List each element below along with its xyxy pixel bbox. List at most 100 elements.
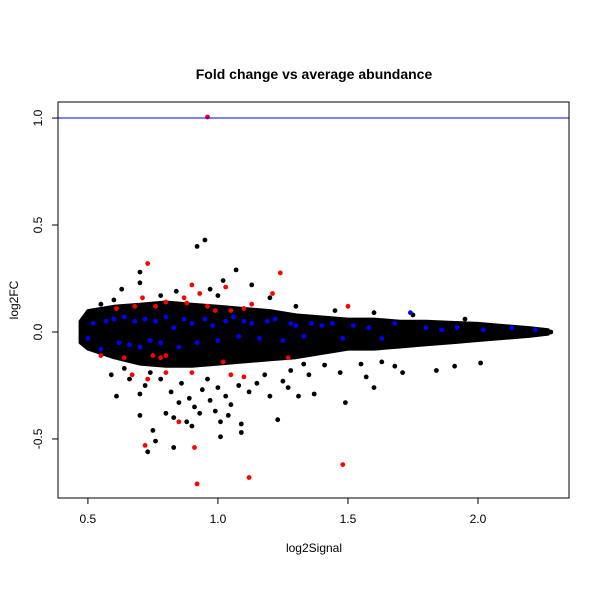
data-point-blue	[301, 333, 307, 339]
x-axis-label: log2Signal	[286, 541, 342, 555]
data-point-blue	[236, 333, 242, 339]
data-point-red	[153, 303, 158, 309]
data-point-black	[108, 372, 114, 378]
data-point-black	[212, 408, 218, 414]
data-point-black	[332, 308, 338, 313]
data-point-blue	[257, 336, 262, 341]
data-point-black	[262, 372, 268, 378]
data-point-blue	[509, 325, 515, 331]
data-point-red	[246, 475, 252, 480]
data-point-black	[218, 434, 223, 440]
data-point-black	[548, 329, 554, 335]
data-point-red	[340, 462, 346, 467]
chart-title: Fold change vs average abundance	[196, 66, 433, 82]
data-point-black	[145, 449, 151, 455]
data-point-black	[363, 374, 369, 380]
data-point-black	[218, 419, 223, 425]
data-point-red	[189, 282, 195, 288]
data-point-blue	[137, 344, 143, 350]
data-point-black	[205, 376, 210, 382]
dense-point-band	[78, 300, 550, 368]
data-point-red	[163, 370, 169, 375]
data-point-blue	[330, 321, 335, 326]
data-point-black	[246, 389, 252, 395]
data-point-red	[121, 355, 127, 361]
data-point-black	[215, 293, 221, 298]
data-point-red	[142, 443, 148, 448]
data-point-black	[98, 301, 104, 307]
y-tick-label: 0.0	[31, 323, 45, 340]
data-point-black	[173, 288, 179, 294]
data-point-black	[379, 359, 385, 365]
data-point-blue	[103, 318, 109, 324]
data-point-black	[301, 361, 307, 367]
data-point-blue	[408, 310, 413, 316]
data-point-black	[343, 400, 348, 405]
data-point-black	[478, 360, 483, 366]
data-point-blue	[340, 336, 346, 341]
data-point-black	[111, 297, 117, 303]
data-point-blue	[181, 316, 187, 322]
data-point-blue	[350, 323, 356, 328]
data-point-black	[228, 402, 234, 408]
data-point-black	[171, 415, 177, 420]
data-point-red	[205, 114, 210, 120]
data-point-red	[197, 291, 203, 296]
y-tick-label: 0.5	[31, 216, 45, 233]
data-point-black	[254, 380, 260, 386]
data-point-black	[137, 280, 143, 286]
data-point-black	[306, 372, 312, 378]
data-point-black	[153, 438, 158, 444]
data-point-black	[267, 393, 273, 399]
data-point-black	[158, 293, 164, 298]
data-point-blue	[423, 325, 429, 331]
data-point-black	[186, 395, 192, 401]
data-point-red	[132, 303, 138, 309]
data-point-red	[345, 303, 351, 309]
x-tick-label: 2.0	[470, 512, 487, 526]
data-point-black	[275, 417, 281, 423]
data-point-black	[223, 393, 229, 399]
data-point-black	[371, 310, 377, 316]
data-point-black	[293, 303, 299, 309]
data-point-blue	[241, 318, 247, 324]
data-point-black	[147, 370, 153, 375]
data-point-black	[202, 237, 208, 243]
data-point-blue	[288, 321, 294, 326]
data-point-blue	[121, 314, 127, 320]
data-point-black	[119, 286, 125, 292]
data-point-black	[215, 385, 221, 390]
data-point-black	[249, 282, 255, 288]
data-point-red	[98, 353, 104, 358]
data-point-black	[311, 391, 317, 397]
data-point-black	[137, 413, 143, 418]
data-point-black	[176, 400, 182, 405]
data-point-black	[225, 413, 231, 418]
data-point-blue	[176, 344, 182, 350]
data-point-black	[358, 361, 364, 367]
data-point-blue	[264, 318, 270, 324]
y-tick-label: 1.0	[31, 109, 45, 126]
data-point-red	[145, 376, 151, 382]
data-point-black	[163, 410, 169, 416]
data-point-blue	[480, 327, 486, 333]
data-point-blue	[90, 321, 96, 326]
data-point-black	[220, 278, 226, 283]
data-point-red	[163, 299, 169, 305]
data-point-blue	[116, 340, 122, 346]
data-point-red	[184, 300, 190, 306]
data-point-red	[145, 261, 151, 266]
data-point-blue	[309, 321, 314, 326]
data-point-black	[288, 368, 294, 373]
data-point-red	[114, 306, 119, 311]
data-point-blue	[249, 321, 255, 326]
plot-frame	[57, 101, 570, 499]
data-point-blue	[147, 338, 153, 343]
data-point-red	[163, 353, 169, 358]
data-point-red	[181, 295, 187, 301]
data-point-black	[127, 376, 132, 382]
data-point-black	[150, 428, 156, 433]
data-point-blue	[454, 325, 460, 331]
data-point-blue	[272, 316, 278, 322]
data-point-red	[140, 295, 145, 301]
